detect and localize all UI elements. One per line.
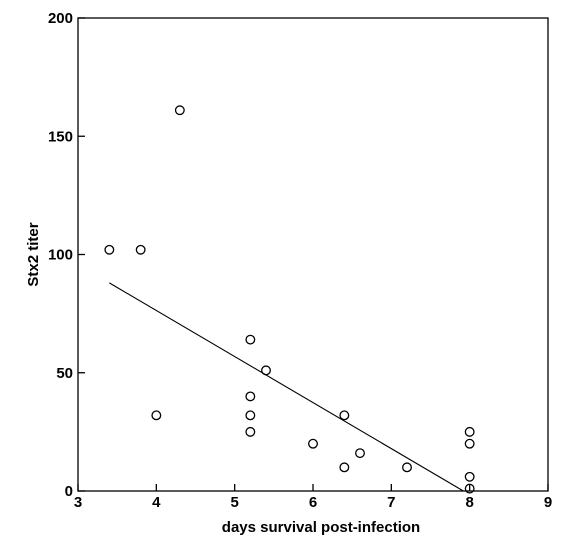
x-tick-label: 7 bbox=[387, 494, 395, 511]
data-point bbox=[464, 471, 475, 482]
data-point bbox=[339, 410, 350, 421]
data-point bbox=[308, 438, 318, 449]
x-tick-label: 3 bbox=[74, 494, 82, 511]
data-point bbox=[245, 410, 256, 421]
y-tick-label: 200 bbox=[48, 10, 73, 27]
x-tick-label: 4 bbox=[152, 494, 161, 511]
y-tick-label: 0 bbox=[65, 483, 73, 500]
data-point bbox=[355, 448, 365, 459]
y-tick-label: 150 bbox=[48, 128, 73, 145]
data-point bbox=[174, 105, 185, 116]
x-tick-label: 8 bbox=[465, 494, 473, 511]
x-axis: 3 4 5 6 7 8 9 bbox=[74, 484, 552, 511]
plot-box bbox=[77, 17, 549, 492]
regression-line bbox=[109, 282, 464, 492]
y-tick-label: 100 bbox=[48, 247, 73, 264]
x-axis-title: days survival post-infection bbox=[222, 519, 420, 536]
data-point bbox=[245, 391, 256, 402]
regression-line-layer bbox=[109, 282, 464, 492]
data-point bbox=[104, 244, 115, 255]
data-point bbox=[464, 426, 475, 437]
y-tick-label: 50 bbox=[56, 365, 73, 382]
data-points bbox=[104, 105, 475, 494]
data-point bbox=[261, 365, 271, 376]
data-point bbox=[135, 244, 146, 255]
x-tick-label: 6 bbox=[309, 494, 317, 511]
y-axis-title: Stx2 titer bbox=[25, 222, 42, 286]
data-point bbox=[151, 410, 162, 421]
plot-frame bbox=[77, 17, 549, 492]
x-tick-label: 9 bbox=[544, 494, 552, 511]
data-point bbox=[464, 483, 475, 494]
data-point bbox=[245, 426, 256, 437]
data-point bbox=[402, 462, 412, 473]
x-tick-label: 5 bbox=[230, 494, 238, 511]
data-point bbox=[339, 462, 350, 473]
data-point bbox=[464, 438, 475, 449]
data-point bbox=[245, 334, 256, 345]
y-axis: 0 50 100 150 200 bbox=[48, 10, 85, 500]
